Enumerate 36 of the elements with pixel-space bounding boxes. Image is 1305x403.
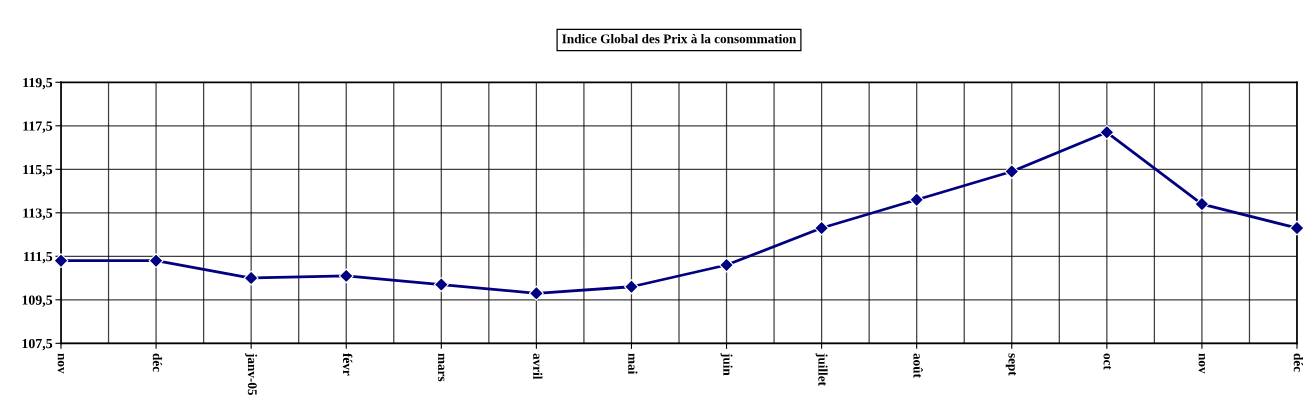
y-tick-label: 107,5 (22, 338, 53, 351)
point (719, 257, 734, 273)
x-tick-label: avril (533, 353, 543, 380)
point (528, 285, 544, 301)
x-tick-label: août (913, 353, 923, 378)
x-tick-label: déc (152, 353, 163, 372)
y-tick-label: 115,5 (23, 164, 53, 177)
x-tick-label: mars (438, 353, 445, 382)
x-tick-label: sept (1005, 353, 1017, 376)
point (1289, 220, 1305, 236)
y-tick-label: 117,5 (23, 121, 53, 133)
point (148, 253, 164, 269)
y-tick-label: 119,5 (23, 77, 53, 90)
point (909, 192, 925, 208)
y-tick-label: 109,5 (22, 295, 53, 307)
y-tick-label: 113,5 (23, 208, 53, 220)
x-tick-label: déc (1293, 353, 1303, 372)
point (53, 253, 69, 269)
x-tick-label: févr (342, 353, 353, 376)
point (243, 270, 259, 286)
y-tick-label: 111,5 (24, 251, 53, 264)
x-tick-label: nov (57, 353, 65, 374)
point (1099, 124, 1115, 140)
point (1004, 164, 1020, 179)
x-tick-label: oct (1103, 353, 1112, 370)
point (433, 277, 449, 293)
x-tick-label: mai (628, 353, 638, 375)
x-tick-label: janv-05 (245, 352, 258, 396)
x-tick-label: juillet (815, 352, 828, 386)
point (1194, 196, 1210, 212)
point (624, 279, 639, 295)
point (814, 220, 830, 236)
x-tick-label: juin (720, 352, 733, 376)
point (338, 268, 354, 284)
chart-title: Indice Global des Prix à la consommation (562, 34, 797, 44)
x-tick-label: nov (1198, 353, 1205, 374)
